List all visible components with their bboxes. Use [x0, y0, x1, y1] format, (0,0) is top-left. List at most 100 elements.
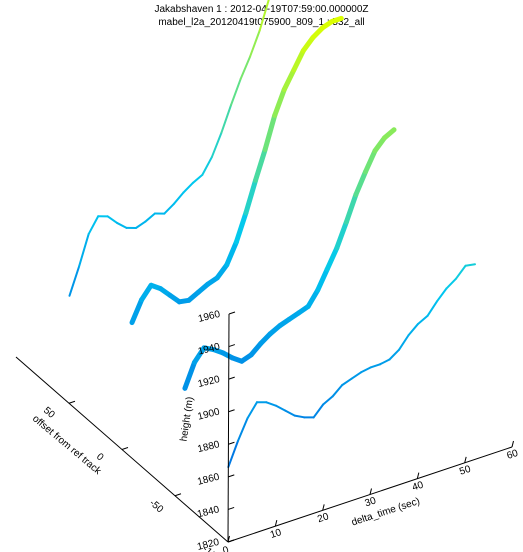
- series-offset-neg50: [182, 127, 397, 391]
- x-tick-mark: [416, 472, 420, 479]
- series-segment: [258, 0, 270, 32]
- x-tick-label: 60: [506, 448, 520, 462]
- x-tick-label: 30: [364, 495, 378, 509]
- z-tick-mark: [228, 376, 235, 380]
- series-segment: [436, 287, 448, 303]
- series-segment: [312, 403, 325, 419]
- x-tick-mark: [274, 520, 278, 527]
- series-segment: [191, 173, 204, 184]
- series-segment: [455, 264, 467, 280]
- series-segment: [397, 334, 410, 351]
- series-segment: [227, 440, 239, 469]
- series-segment: [426, 300, 439, 317]
- series-segment: [324, 245, 340, 272]
- series-segment: [239, 55, 252, 81]
- series-segment: [262, 112, 278, 153]
- series-segment: [281, 67, 297, 92]
- z-tick-mark: [228, 344, 236, 348]
- x-tick-mark: [464, 456, 467, 463]
- series-offset-neg100: [227, 263, 476, 469]
- series-segment: [362, 148, 378, 175]
- series-segment: [134, 220, 147, 229]
- series-segment: [210, 131, 223, 159]
- z-tick-label: 1860: [196, 472, 221, 488]
- z-tick-mark: [228, 441, 235, 445]
- y-tick-label: -100: [200, 544, 223, 552]
- series-segment: [172, 191, 185, 205]
- x-tick-label: 40: [411, 479, 425, 493]
- series-segment: [214, 262, 230, 281]
- series-segment: [464, 263, 476, 267]
- series-segment: [341, 377, 353, 387]
- y-tick-label: -50: [147, 498, 165, 516]
- z-axis-line: [227, 313, 230, 543]
- x-tick-label: 0: [222, 545, 231, 552]
- series-offset-0: [129, 15, 344, 326]
- series-layer: [68, 0, 476, 469]
- series-segment: [182, 359, 197, 391]
- tick-layer: 0102030405060-100-5005018201840186018801…: [41, 309, 520, 552]
- series-segment: [233, 210, 249, 245]
- series-segment: [379, 358, 391, 366]
- chart-title: Jakabshaven 1 : 2012-04-19T07:59:00.0000…: [154, 4, 369, 15]
- x-axis-label: delta_time (sec): [350, 496, 421, 528]
- axes-layer: [15, 313, 513, 543]
- series-segment: [315, 266, 330, 293]
- series-segment: [388, 348, 400, 361]
- series-segment: [353, 169, 368, 198]
- series-segment: [334, 219, 349, 251]
- x-tick-label: 20: [316, 511, 330, 525]
- series-segment: [116, 221, 128, 229]
- series-segment: [191, 345, 207, 365]
- series-segment: [106, 215, 119, 224]
- series-segment: [329, 15, 344, 25]
- series-segment: [300, 35, 316, 54]
- series-segment: [360, 366, 372, 374]
- x-tick-mark: [369, 488, 372, 495]
- z-tick-label: 1960: [197, 309, 222, 325]
- series-segment: [445, 277, 458, 290]
- z-tick-mark: [228, 311, 236, 315]
- series-segment: [274, 404, 287, 412]
- series-segment: [182, 181, 194, 194]
- series-segment: [291, 48, 306, 73]
- z-tick-mark: [227, 506, 235, 510]
- series-segment: [68, 265, 81, 297]
- series-segment: [78, 233, 90, 268]
- series-segment: [87, 215, 100, 236]
- series-segment: [163, 202, 175, 215]
- y-tick-mark: [121, 447, 129, 450]
- y-axis-label: offset from ref track: [30, 413, 104, 477]
- z-tick-mark: [227, 539, 235, 543]
- series-segment: [331, 384, 344, 398]
- series-offset-50: [68, 0, 270, 297]
- z-tick-label: 1900: [197, 406, 222, 422]
- series-segment: [220, 104, 233, 134]
- series-segment: [236, 417, 249, 443]
- series-segment: [144, 212, 156, 223]
- series-segment: [230, 78, 242, 107]
- x-tick-mark: [511, 440, 514, 448]
- series-segment: [139, 282, 154, 303]
- series-segment: [382, 127, 397, 141]
- z-tick-mark: [228, 409, 235, 413]
- series-segment: [407, 322, 420, 337]
- z-axis-label: height (m): [179, 396, 196, 442]
- series-segment: [350, 371, 363, 380]
- z-tick-label: 1840: [196, 504, 221, 520]
- z-tick-label: 1880: [196, 439, 221, 455]
- series-segment: [322, 395, 334, 406]
- x-tick-mark: [322, 504, 325, 511]
- z-tick-label: 1920: [197, 374, 222, 390]
- series-segment: [224, 239, 239, 268]
- y-tick-mark: [68, 400, 76, 404]
- series-segment: [305, 287, 321, 309]
- series-segment: [249, 29, 261, 58]
- series-segment: [201, 156, 213, 176]
- x-tick-label: 10: [269, 527, 283, 541]
- x-tick-label: 50: [458, 464, 472, 478]
- series-segment: [293, 414, 306, 419]
- series-segment: [243, 177, 259, 216]
- series-segment: [372, 135, 388, 154]
